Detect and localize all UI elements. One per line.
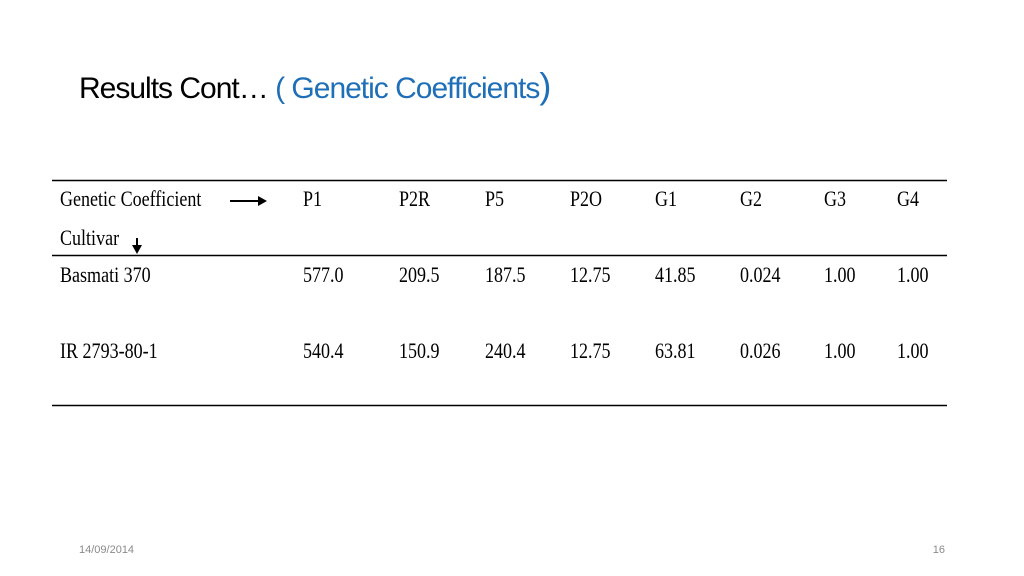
- table-cell: 63.81: [655, 339, 696, 363]
- column-header: P2R: [399, 187, 431, 211]
- column-header: G2: [740, 187, 762, 211]
- table-cell: 1.00: [897, 263, 929, 287]
- column-header: P1: [303, 187, 322, 211]
- title-highlight: ( Genetic Coefficients: [275, 72, 539, 105]
- table-cell: 12.75: [570, 263, 611, 287]
- corner-header: Cultivar: [60, 226, 119, 250]
- title-close: ): [539, 65, 550, 106]
- corner-header: Genetic Coefficient: [60, 187, 202, 211]
- table-cell: 41.85: [655, 263, 696, 287]
- table-cell: 209.5: [399, 263, 440, 287]
- table-cell: 0.026: [740, 339, 781, 363]
- column-header: P2O: [570, 187, 602, 211]
- down-arrow: [132, 238, 142, 254]
- table-cell: 240.4: [485, 339, 526, 363]
- table-cell: 0.024: [740, 263, 781, 287]
- table-cell: 1.00: [897, 339, 929, 363]
- table-cell: 150.9: [399, 339, 440, 363]
- table-cell: 187.5: [485, 263, 526, 287]
- row-label: Basmati 370: [60, 263, 151, 287]
- table-cell: 1.00: [824, 339, 856, 363]
- row-label: IR 2793-80-1: [60, 339, 158, 363]
- title-main: Results Cont…: [79, 72, 268, 105]
- slide-title: Results Cont… ( Genetic Coefficients): [79, 65, 550, 106]
- table-cell: 577.0: [303, 263, 344, 287]
- table-cell: 12.75: [570, 339, 611, 363]
- table-cell: 1.00: [824, 263, 856, 287]
- footer-page: 16: [933, 544, 945, 556]
- right-arrow: [230, 196, 267, 206]
- table: Genetic Coefficient Cultivar P1 P2R P5 P2O G1 G…: [60, 187, 929, 363]
- footer-date: 14/09/2014: [79, 544, 134, 556]
- table-cell: 540.4: [303, 339, 344, 363]
- column-header: G4: [897, 187, 919, 211]
- column-header: G1: [655, 187, 677, 211]
- column-header: P5: [485, 187, 504, 211]
- column-header: G3: [824, 187, 846, 211]
